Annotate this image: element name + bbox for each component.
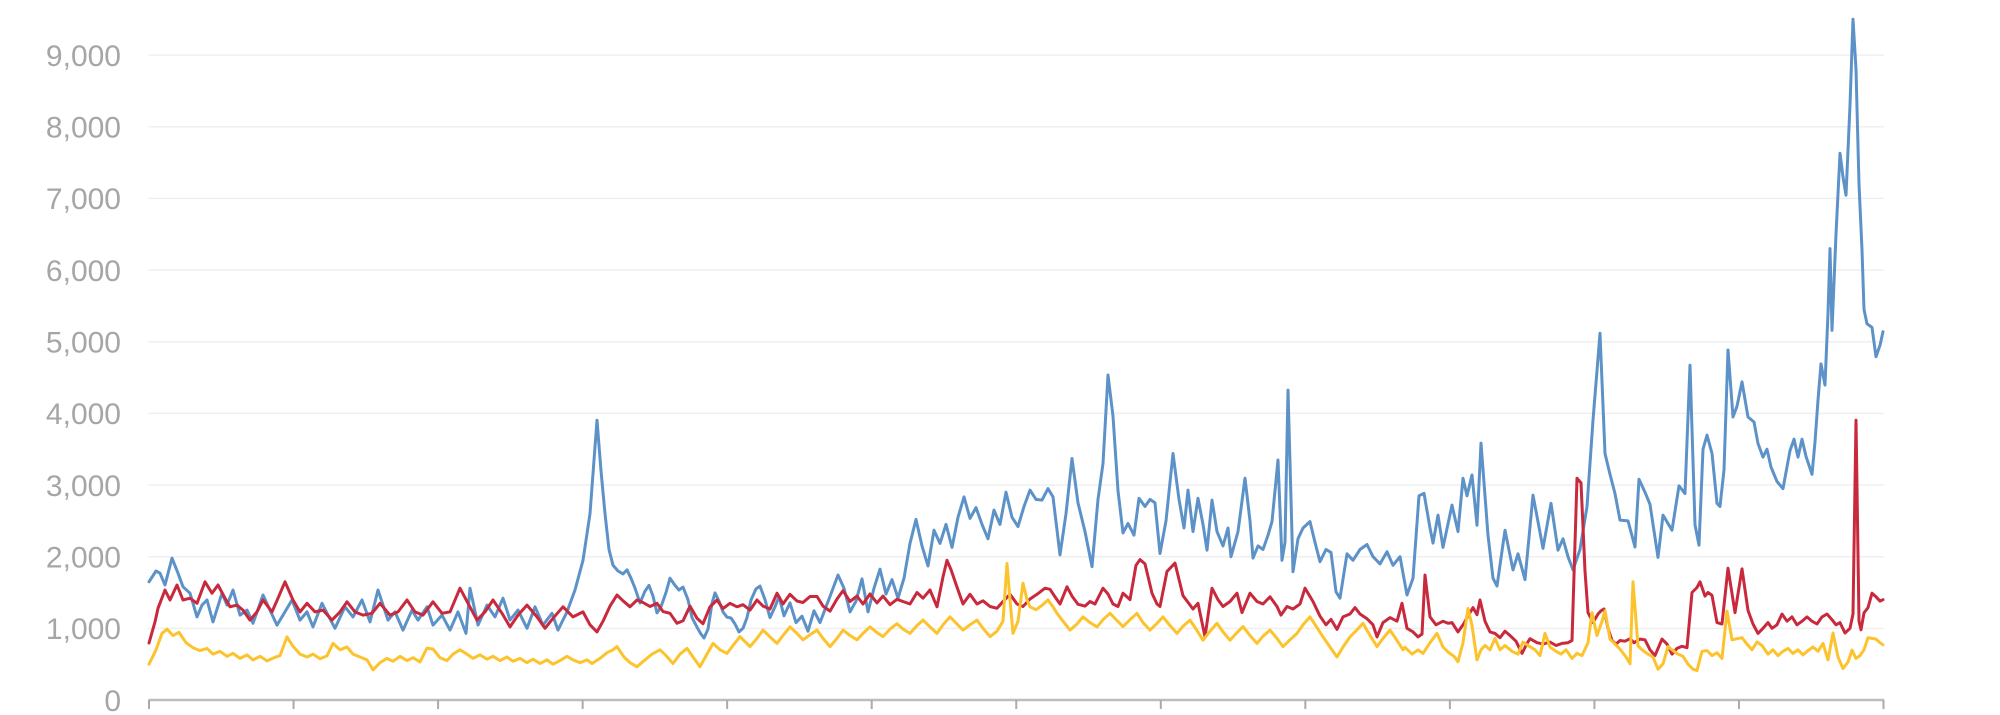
series-red-line [147,418,1885,658]
y-axis-label: 6,000 [46,255,121,288]
y-axis-label: 8,000 [46,112,121,145]
y-axis-label: 2,000 [46,541,121,574]
y-axis-label: 7,000 [46,183,121,216]
y-axis-label: 5,000 [46,327,121,360]
y-axis-label: 4,000 [46,398,121,431]
y-axis-label: 9,000 [46,40,121,73]
y-axis-label: 0 [104,685,121,715]
y-axis-label: 3,000 [46,470,121,503]
y-axis-label: 1,000 [46,613,121,646]
series-yellow-line [147,562,1885,673]
series-blue-line [147,17,1885,640]
